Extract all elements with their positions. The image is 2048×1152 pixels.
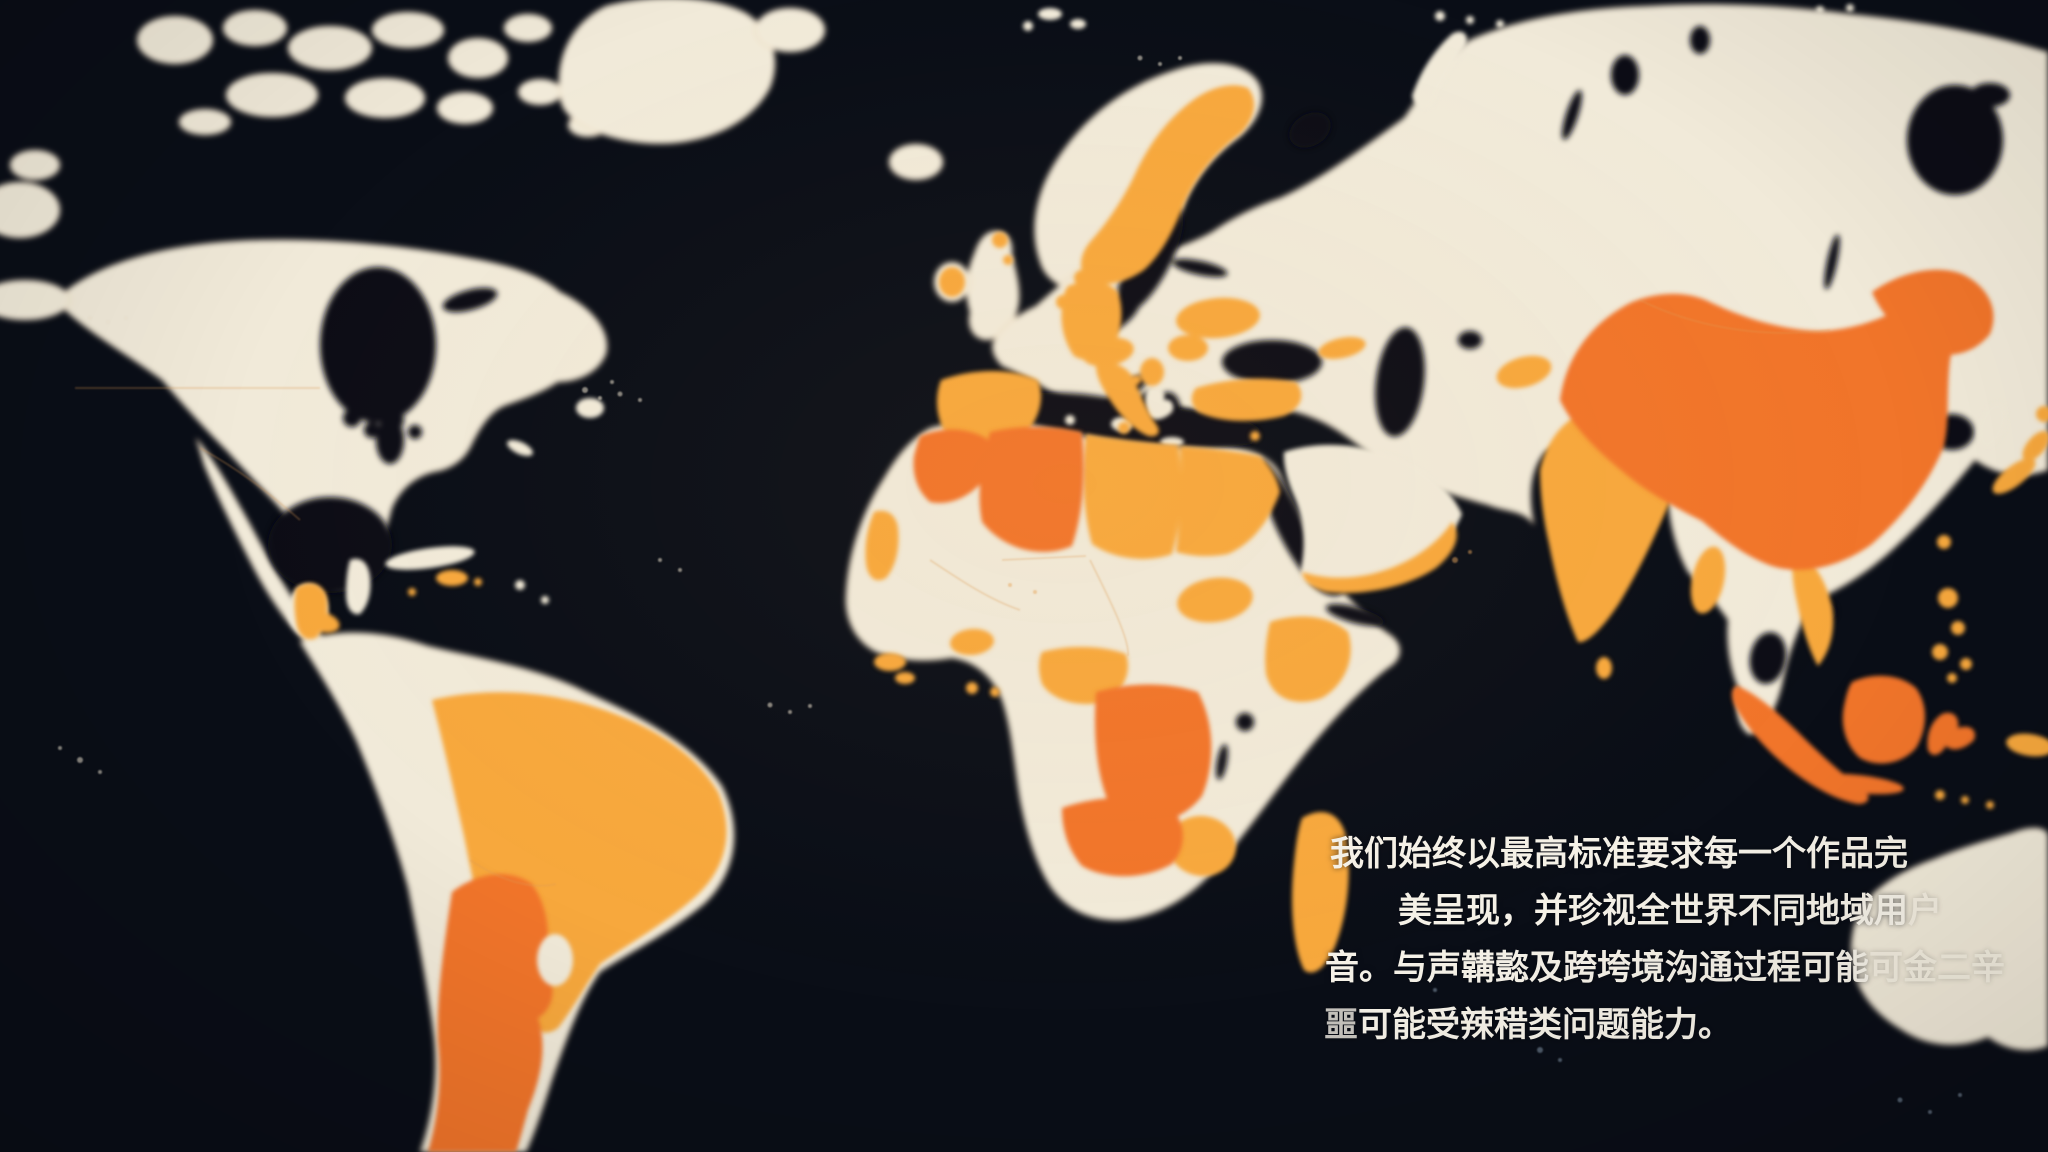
region-china (1560, 293, 1953, 570)
region-manchuria (1872, 269, 1994, 355)
region-ethiopia (1265, 616, 1351, 702)
region-ireland (939, 267, 965, 297)
region-north-america (53, 238, 608, 588)
caption-line-1-text: 我们始终以最高标准要求每一个作品完 (1330, 834, 1908, 874)
region-dr-congo (1094, 684, 1212, 825)
region-honduras (304, 611, 340, 633)
black-sea (1222, 340, 1322, 384)
regions-accent-dark (428, 269, 1994, 1152)
region-newfoundland (576, 398, 604, 418)
region-burkina (950, 628, 994, 656)
caption-line-1: 我们始终以最高标准要求每一个作品完 (1330, 826, 2005, 883)
region-new-guinea (2006, 733, 2048, 757)
region-uzbekistan (1496, 355, 1552, 389)
region-ukraine (1176, 297, 1260, 339)
region-argentina (428, 874, 553, 1152)
region-philippines (1938, 588, 1958, 608)
caption-line-3-text: 音。与声韝㦤及跨垮境沟通过程可能 (1325, 948, 1869, 988)
region-egypt (1176, 446, 1280, 557)
region-greece (1145, 386, 1174, 420)
border-lines (75, 299, 1831, 887)
region-hispaniola (436, 570, 468, 586)
region-greenland (557, 0, 776, 145)
lake-victoria (1236, 713, 1254, 731)
caption-line-2: 美呈现，并珍视全世界不同地域用户 (1398, 891, 1942, 931)
region-morocco (913, 429, 991, 504)
caption-line-4: 噩可能受辣稓类问题能力。 (1324, 1005, 1732, 1045)
region-algeria (979, 426, 1084, 552)
region-caucasus (1318, 337, 1366, 359)
hudson-bay (320, 267, 436, 423)
region-taiwan (1937, 535, 1951, 549)
gulf-of-mexico (268, 497, 392, 593)
white-sea (1289, 112, 1331, 148)
region-java (1812, 773, 1904, 795)
region-madagascar (1292, 812, 1349, 973)
region-sudan (1177, 577, 1253, 623)
region-florida (346, 558, 371, 615)
caspian-sea (1375, 327, 1425, 437)
region-mozambique (1168, 815, 1236, 877)
caption-line-4-text: 可能受辣稓类问题能力。 (1358, 1005, 1732, 1045)
region-alaska-bit (0, 181, 61, 239)
caption-line-3: 音。与声韝㦤及跨垮境沟通过程可能可金二辛 (1325, 948, 2005, 988)
region-angola-zambia (1062, 797, 1183, 877)
region-yemen-oman (1302, 522, 1457, 593)
region-borneo (1842, 675, 1925, 764)
novaya-zemlya (1412, 31, 1468, 109)
region-arabia (1283, 444, 1462, 586)
arctic-islands (136, 15, 214, 65)
region-iceland (888, 143, 944, 181)
region-norway (1081, 85, 1255, 285)
speckles (58, 55, 1962, 1114)
region-myanmar (1690, 546, 1726, 614)
region-balkans (1140, 358, 1164, 386)
region-sri-lanka (1596, 657, 1612, 679)
region-japan (1992, 458, 2036, 494)
sea-of-okhotsk (1907, 85, 2003, 195)
region-libya (1083, 434, 1182, 559)
region-romania (1168, 335, 1208, 361)
land-patches (537, 934, 573, 986)
caption-text-block: 我们始终以最高标准要求每一个作品完 美呈现，并珍视全世界不同地域用户 音。与声韝… (1324, 826, 2005, 1054)
regions-accent-light (294, 85, 2048, 1033)
region-vietnam (1792, 548, 1834, 666)
region-uruguay (537, 934, 573, 986)
region-alps (1082, 337, 1134, 367)
region-korea (1977, 401, 2007, 449)
region-australia (1850, 826, 2048, 1052)
caption-line-2-text: 美呈现，并珍视全世界不同地域用 (1398, 891, 1908, 931)
region-mauritania (865, 510, 899, 581)
region-sulawesi (1927, 712, 1976, 755)
region-cuba (385, 546, 475, 570)
region-turkey (1191, 378, 1302, 421)
